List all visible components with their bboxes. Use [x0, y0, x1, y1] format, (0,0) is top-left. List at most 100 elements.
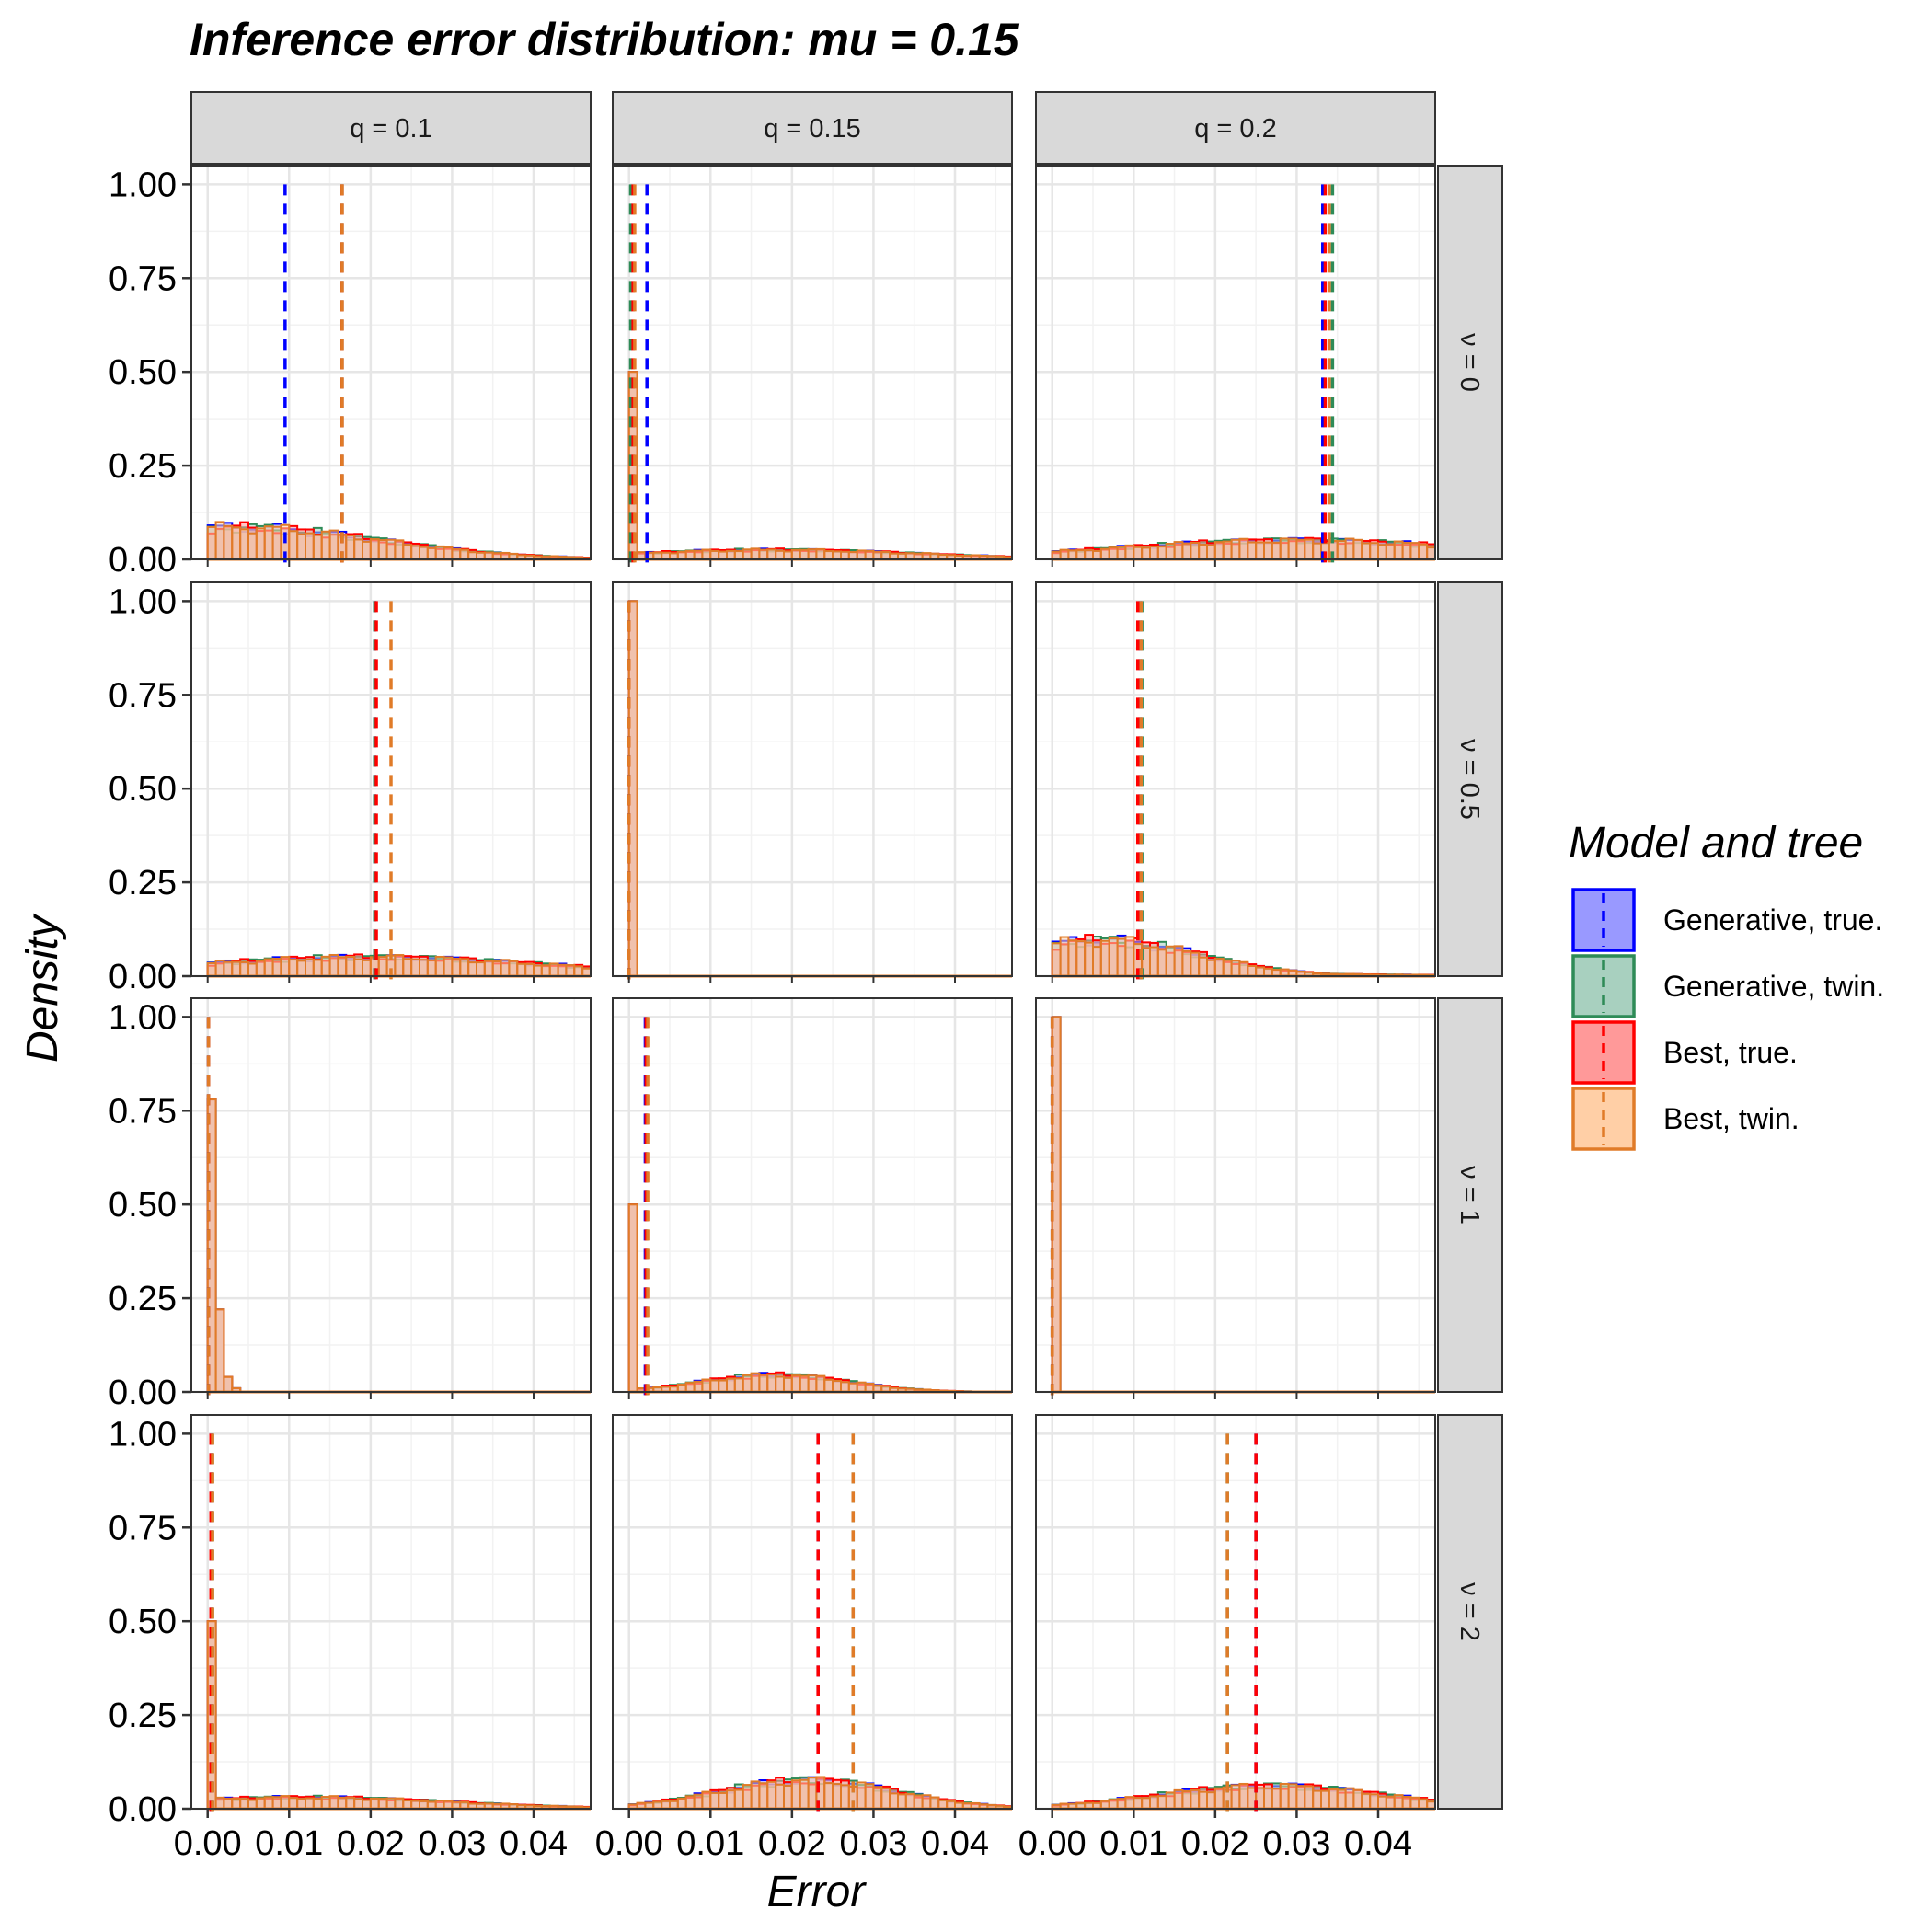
- col-strip-bg: [612, 91, 1013, 165]
- histogram-bar: [1352, 1788, 1363, 1810]
- row-strip: ν = 2: [1437, 1414, 1503, 1810]
- histogram-bar: [377, 1798, 388, 1810]
- y-tick-label: 0.75: [109, 259, 177, 298]
- histogram-bar: [1238, 1782, 1249, 1810]
- histogram-bar: [362, 959, 372, 977]
- histogram-bar: [693, 1380, 704, 1394]
- histogram-bar: [701, 1790, 712, 1810]
- histogram-bar: [1369, 1793, 1379, 1810]
- panel-border: [612, 1414, 1013, 1810]
- histogram-bar: [1385, 543, 1396, 560]
- panel-r1-c0: [190, 581, 592, 987]
- histogram-bar: [369, 1797, 380, 1811]
- histogram-bar: [775, 1375, 786, 1393]
- histogram-bar: [807, 1777, 818, 1811]
- panel-border: [190, 1414, 592, 1810]
- histogram-series-3: [627, 1776, 1013, 1811]
- histogram-bar: [402, 544, 413, 561]
- histogram-bar: [377, 539, 388, 561]
- histogram-bar: [1247, 541, 1258, 561]
- y-tick-label: 0.00: [109, 1374, 177, 1412]
- histogram-bar: [840, 1784, 850, 1811]
- histogram-bar: [823, 1378, 834, 1393]
- histogram-bar: [790, 1779, 801, 1810]
- y-tick-label: 0.25: [109, 864, 177, 903]
- histogram-bar: [856, 1381, 867, 1393]
- histogram-bar: [1075, 940, 1087, 978]
- histogram-bar: [320, 530, 331, 560]
- panel-border: [1035, 581, 1436, 977]
- histogram-bar: [320, 955, 331, 978]
- legend-item: Best, twin.: [1571, 1087, 1800, 1151]
- x-tick-label: 0.01: [255, 1824, 323, 1863]
- histogram-bar: [271, 958, 282, 978]
- histogram-bar: [459, 548, 470, 560]
- panel-background: [1036, 582, 1435, 976]
- histogram-bar: [1279, 1782, 1290, 1811]
- panel-background: [191, 998, 591, 1392]
- x-tick-label: 0.00: [595, 1824, 663, 1863]
- y-tick-label: 0.50: [109, 1186, 177, 1225]
- histogram-bar: [1263, 1787, 1273, 1811]
- histogram-bar: [897, 1793, 907, 1810]
- histogram-bar: [1156, 1795, 1167, 1811]
- histogram-bar: [823, 1782, 834, 1811]
- histogram-bar: [345, 535, 356, 561]
- histogram-bar: [320, 1796, 331, 1811]
- histogram-bar: [1059, 548, 1070, 560]
- legend-item: Best, true.: [1571, 1020, 1798, 1085]
- histogram-bar: [524, 962, 535, 978]
- histogram-bar: [280, 956, 291, 978]
- histogram-bar: [1230, 1784, 1241, 1811]
- histogram-bar: [1238, 960, 1249, 977]
- histogram-bar: [1361, 542, 1372, 561]
- histogram-bar: [353, 538, 363, 560]
- y-tick-label: 0.00: [109, 1790, 177, 1829]
- row-strips: ν = 0 ν = 0.5 ν = 1 ν = 2: [1437, 165, 1503, 1810]
- x-tick-label: 0.03: [1262, 1824, 1330, 1863]
- histogram-bar: [701, 548, 712, 561]
- histogram-bar: [1312, 542, 1322, 561]
- histogram-bar: [312, 1798, 323, 1811]
- histogram-bar: [1116, 937, 1127, 977]
- histogram-bar: [1426, 546, 1436, 561]
- histogram-bar: [305, 1797, 315, 1810]
- histogram-bar: [206, 961, 217, 977]
- histogram-bar: [312, 959, 323, 978]
- histogram-series-3: [206, 953, 592, 978]
- legend-label: Generative, twin.: [1663, 970, 1884, 1003]
- panel-r3-c2: [1035, 1414, 1436, 1820]
- legend-label: Generative, true.: [1663, 903, 1882, 937]
- facet-panels: [190, 165, 1436, 1820]
- legend-item: Generative, true.: [1571, 888, 1882, 952]
- histogram-bar: [255, 960, 266, 977]
- histogram-bar: [419, 959, 429, 978]
- histogram-bar: [1295, 538, 1306, 561]
- histogram-bar: [369, 538, 380, 560]
- histogram-bar: [548, 962, 559, 978]
- histogram-bar: [280, 1795, 291, 1811]
- histogram-bar: [799, 1374, 810, 1394]
- histogram-bar: [718, 1791, 729, 1810]
- legend-item: Generative, twin.: [1571, 954, 1884, 1018]
- panel-border: [612, 165, 1013, 560]
- histogram-bar: [1149, 946, 1159, 978]
- histogram-bar: [627, 1203, 638, 1393]
- histogram-bar: [1092, 946, 1102, 978]
- row-strip-bg: [1437, 997, 1503, 1393]
- histogram-bar: [533, 964, 543, 978]
- histogram-bar: [402, 958, 413, 978]
- histogram-bar: [231, 1798, 242, 1810]
- histogram-bar: [337, 1796, 348, 1811]
- histogram-bar: [296, 1798, 306, 1810]
- histogram-bar: [328, 953, 339, 978]
- histogram-bar: [1344, 1787, 1355, 1811]
- histogram-bar: [540, 964, 551, 978]
- histogram-series-3: [1051, 537, 1436, 561]
- histogram-bar: [1084, 941, 1094, 977]
- col-strip: q = 0.1: [190, 91, 592, 165]
- row-strip-label: ν = 2: [1455, 1582, 1484, 1641]
- histogram-bar: [483, 960, 494, 977]
- histogram-bar: [1206, 959, 1216, 978]
- legend: Model and tree Generative, true. Generati…: [1569, 819, 1884, 1151]
